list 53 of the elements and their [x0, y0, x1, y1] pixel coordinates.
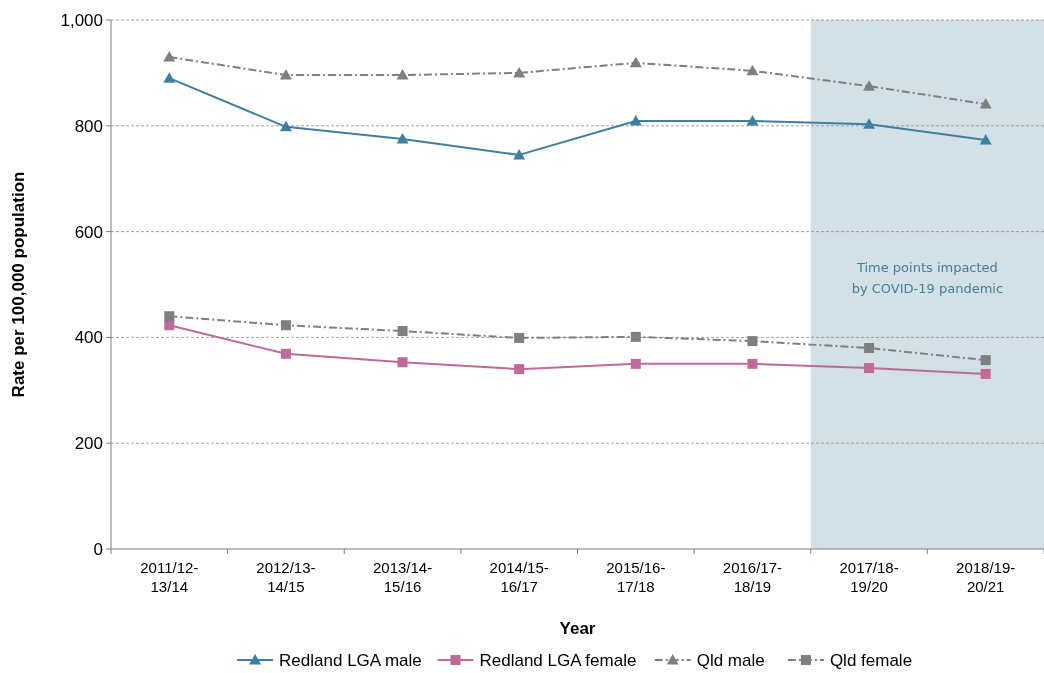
point [164, 320, 175, 331]
x-axis-title: Year [559, 619, 596, 638]
y-tick-label: 0 [93, 539, 103, 559]
x-tick-label: 2017/18-19/20 [839, 559, 899, 595]
point [979, 98, 992, 109]
point [629, 56, 642, 68]
point [747, 358, 758, 369]
legend-label: Redland LGA female [479, 650, 637, 670]
band-label: Time points impacted by COVID-19 pandemic [851, 260, 1004, 296]
point [279, 69, 292, 80]
x-tick-label: 2018/19-20/21 [956, 559, 1016, 595]
point [979, 134, 992, 145]
point [513, 66, 526, 78]
point [514, 364, 525, 375]
point [514, 332, 525, 343]
point [397, 326, 408, 337]
point [630, 331, 641, 342]
legend-label: Qld male [696, 650, 765, 670]
y-tick-label: 400 [74, 328, 103, 348]
x-tick-label: 2015/16-17/18 [606, 559, 666, 595]
point [863, 118, 876, 129]
point [864, 342, 875, 353]
x-tick-label: 2013/14-15/16 [372, 559, 433, 595]
legend-label: Redland LGA male [279, 650, 422, 670]
point [630, 358, 641, 369]
point [163, 72, 176, 83]
point [746, 115, 759, 126]
point [864, 363, 875, 374]
y-axis-title: Rate per 100,000 population [9, 171, 28, 398]
point [980, 355, 991, 366]
point [629, 115, 642, 126]
point [280, 320, 291, 331]
point [397, 357, 408, 368]
point [747, 336, 758, 347]
point [396, 69, 409, 80]
y-tick-label: 200 [74, 434, 103, 454]
point [863, 80, 876, 91]
x-tick-label: 2014/15-16/17 [489, 559, 549, 595]
point [396, 133, 409, 144]
point [164, 311, 175, 322]
x-tick-label: 2011/12-13/14 [140, 559, 199, 595]
point [513, 148, 526, 160]
point [279, 120, 292, 132]
x-tick-label: 2016/17-18/19 [722, 559, 783, 595]
y-tick-label: 1,000 [60, 10, 103, 30]
y-tick-label: 800 [74, 116, 103, 136]
point [280, 348, 291, 359]
point [980, 368, 991, 379]
point [163, 51, 176, 62]
point [746, 64, 759, 76]
legend-label: Qld female [829, 650, 913, 670]
x-tick-label: 2012/13-14/15 [256, 559, 316, 595]
y-tick-label: 600 [74, 222, 103, 242]
